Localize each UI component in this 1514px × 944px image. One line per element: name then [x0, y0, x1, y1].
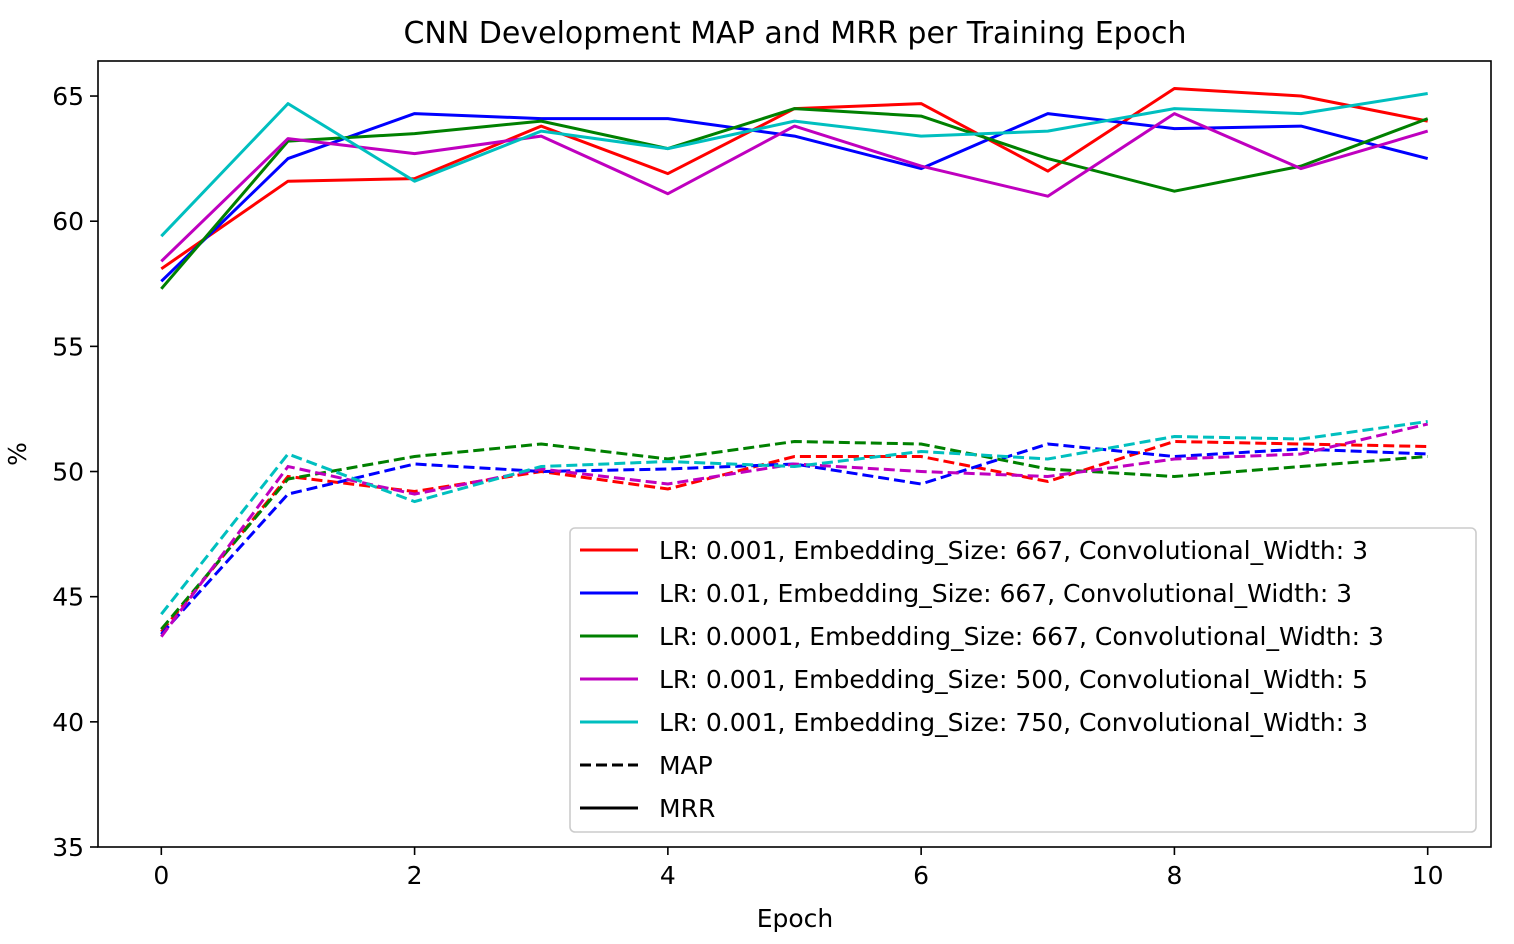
legend-series-4-entry: LR: 0.001, Embedding_Size: 500, Convolut… [580, 665, 1368, 694]
x-tick-label: 8 [1166, 861, 1182, 890]
legend-series-5-entry: LR: 0.001, Embedding_Size: 750, Convolut… [580, 708, 1368, 737]
legend-series-2-label: LR: 0.01, Embedding_Size: 667, Convoluti… [659, 579, 1352, 608]
series-2-map-line [160, 442, 1428, 636]
legend-series-1-entry: LR: 0.001, Embedding_Size: 667, Convolut… [580, 536, 1368, 565]
x-tick-label: 2 [407, 861, 423, 890]
y-tick-label: 60 [52, 207, 84, 236]
legend-mrr-label: MRR [659, 794, 715, 823]
x-axis-ticks: 0 2 4 6 8 10 [153, 847, 1444, 890]
x-tick-label: 0 [153, 861, 169, 890]
legend-series-3-label: LR: 0.0001, Embedding_Size: 667, Convolu… [659, 622, 1384, 651]
legend: LR: 0.001, Embedding_Size: 667, Convolut… [569, 527, 1477, 833]
y-axis-label: % [3, 442, 32, 466]
legend-series-3-entry: LR: 0.0001, Embedding_Size: 667, Convolu… [580, 622, 1384, 651]
y-tick-label: 65 [52, 82, 84, 111]
y-axis-ticks: 35 40 45 50 55 60 65 [52, 82, 98, 862]
legend-series-1-label: LR: 0.001, Embedding_Size: 667, Convolut… [659, 536, 1368, 565]
legend-series-5-label: LR: 0.001, Embedding_Size: 750, Convolut… [659, 708, 1368, 737]
y-tick-label: 55 [52, 332, 84, 361]
series-5-map-line [160, 420, 1428, 616]
series-1-map-line [160, 439, 1428, 633]
x-tick-label: 6 [913, 861, 929, 890]
y-tick-label: 35 [52, 833, 84, 862]
series-5-mrr-line [160, 92, 1428, 238]
legend-series-2-entry: LR: 0.01, Embedding_Size: 667, Convoluti… [580, 579, 1352, 608]
x-tick-label: 4 [660, 861, 676, 890]
series-2-mrr-line [160, 112, 1429, 283]
series-4-mrr-line [160, 112, 1429, 263]
plot-frame [97, 60, 1492, 848]
y-tick-label: 50 [52, 458, 84, 487]
legend-box [569, 527, 1477, 833]
series-3-map-line [160, 439, 1428, 631]
legend-map-label: MAP [659, 751, 713, 780]
legend-mrr-entry: MRR [580, 794, 715, 823]
series-lines [160, 87, 1429, 638]
legend-map-entry: MAP [580, 751, 713, 780]
x-tick-label: 10 [1412, 861, 1444, 890]
x-axis-label: Epoch [757, 904, 834, 933]
y-tick-label: 40 [52, 708, 84, 737]
chart-title: CNN Development MAP and MRR per Training… [403, 16, 1186, 51]
legend-series-4-label: LR: 0.001, Embedding_Size: 500, Convolut… [659, 665, 1368, 694]
y-tick-label: 45 [52, 583, 84, 612]
series-3-mrr-line [160, 107, 1429, 290]
